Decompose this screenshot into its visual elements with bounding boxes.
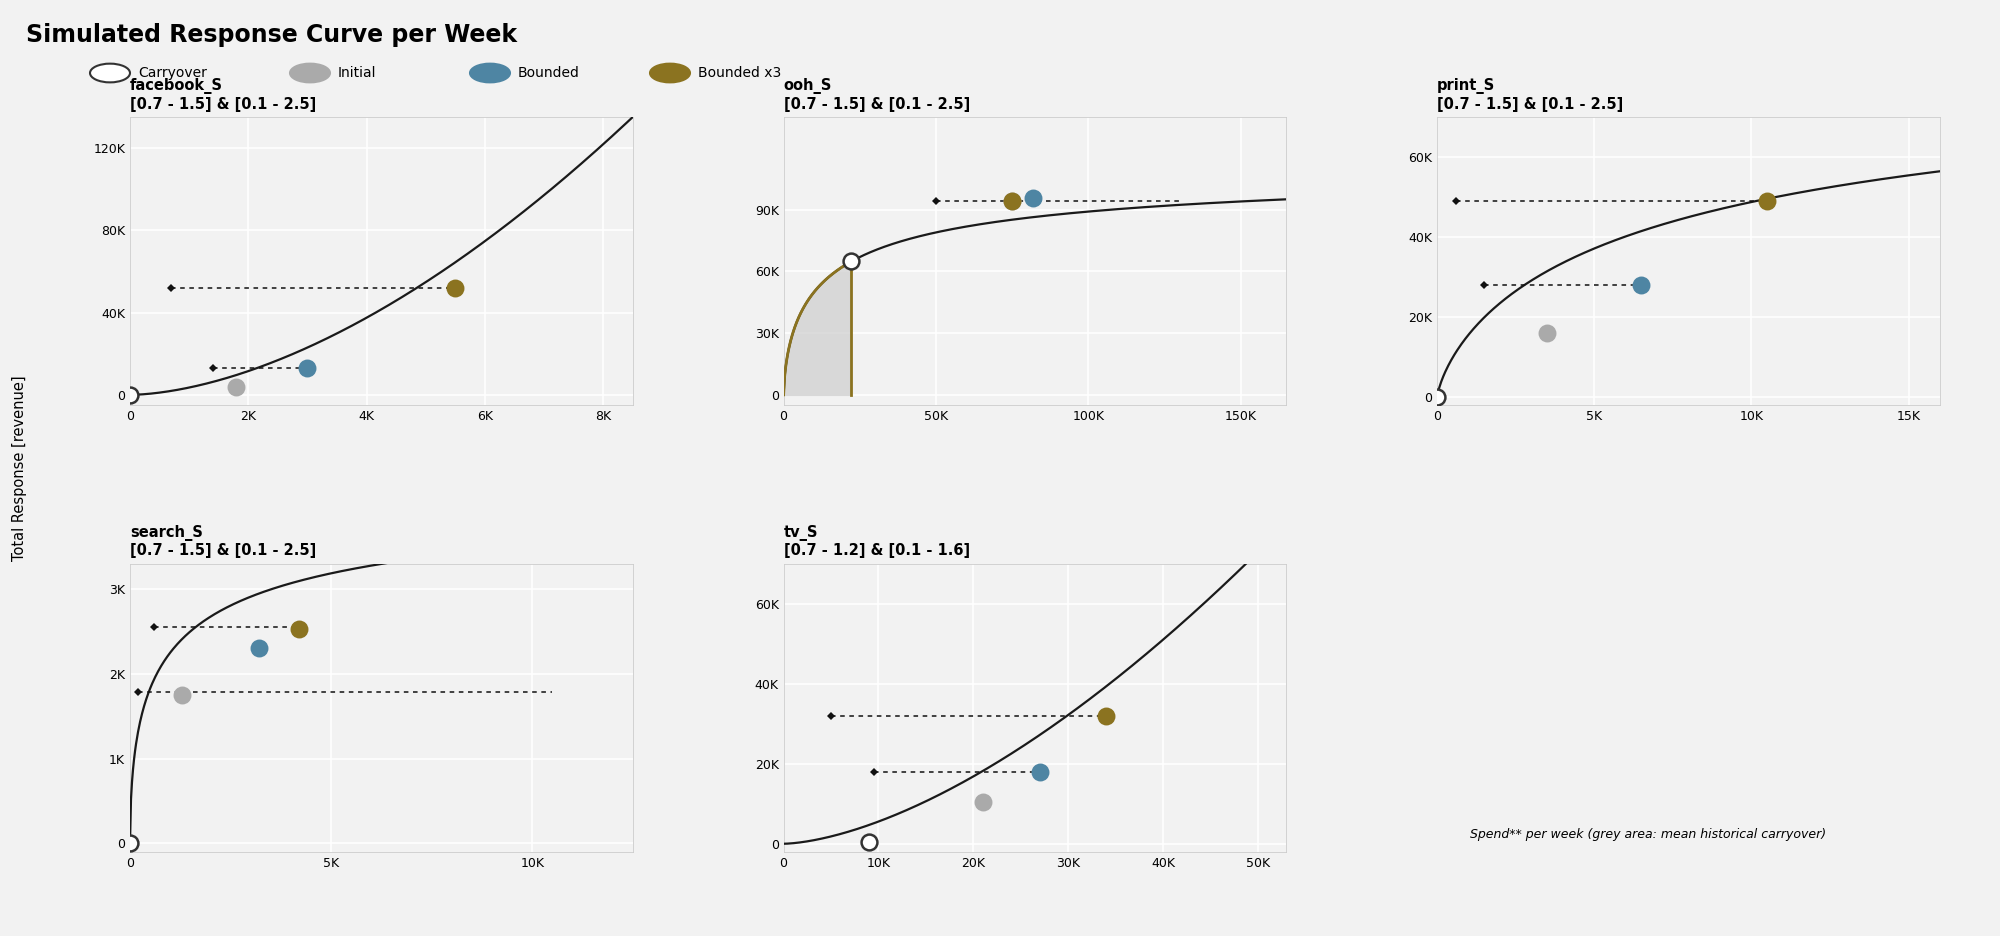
Point bbox=[1422, 389, 1454, 404]
Text: Initial: Initial bbox=[338, 66, 376, 80]
Point bbox=[1626, 278, 1658, 293]
Point bbox=[1752, 194, 1784, 209]
Point bbox=[966, 795, 998, 810]
Point bbox=[440, 281, 472, 296]
Point bbox=[166, 687, 198, 702]
Text: Total Response [revenue]: Total Response [revenue] bbox=[12, 375, 28, 561]
Text: Bounded: Bounded bbox=[518, 66, 580, 80]
Text: Bounded x3: Bounded x3 bbox=[698, 66, 782, 80]
Point bbox=[292, 360, 324, 375]
Point bbox=[282, 622, 314, 636]
Point bbox=[114, 388, 146, 402]
Point bbox=[1024, 764, 1056, 779]
Text: tv_S
[0.7 - 1.2] & [0.1 - 1.6]: tv_S [0.7 - 1.2] & [0.1 - 1.6] bbox=[784, 525, 970, 558]
Point bbox=[114, 836, 146, 851]
Point bbox=[996, 194, 1028, 209]
Point bbox=[242, 641, 274, 656]
Point bbox=[1532, 326, 1564, 341]
Point bbox=[834, 254, 866, 269]
Text: facebook_S
[0.7 - 1.5] & [0.1 - 2.5]: facebook_S [0.7 - 1.5] & [0.1 - 2.5] bbox=[130, 79, 316, 111]
Text: ooh_S
[0.7 - 1.5] & [0.1 - 2.5]: ooh_S [0.7 - 1.5] & [0.1 - 2.5] bbox=[784, 79, 970, 111]
Text: Simulated Response Curve per Week: Simulated Response Curve per Week bbox=[26, 23, 518, 48]
Point bbox=[1090, 709, 1122, 724]
Point bbox=[220, 379, 252, 394]
Point bbox=[996, 194, 1028, 209]
Point bbox=[1018, 191, 1050, 206]
Text: print_S
[0.7 - 1.5] & [0.1 - 2.5]: print_S [0.7 - 1.5] & [0.1 - 2.5] bbox=[1438, 79, 1624, 111]
Text: search_S
[0.7 - 1.5] & [0.1 - 2.5]: search_S [0.7 - 1.5] & [0.1 - 2.5] bbox=[130, 525, 316, 558]
Point bbox=[852, 834, 884, 849]
Text: Carryover: Carryover bbox=[138, 66, 206, 80]
Text: Spend** per week (grey area: mean historical carryover): Spend** per week (grey area: mean histor… bbox=[1470, 828, 1826, 841]
